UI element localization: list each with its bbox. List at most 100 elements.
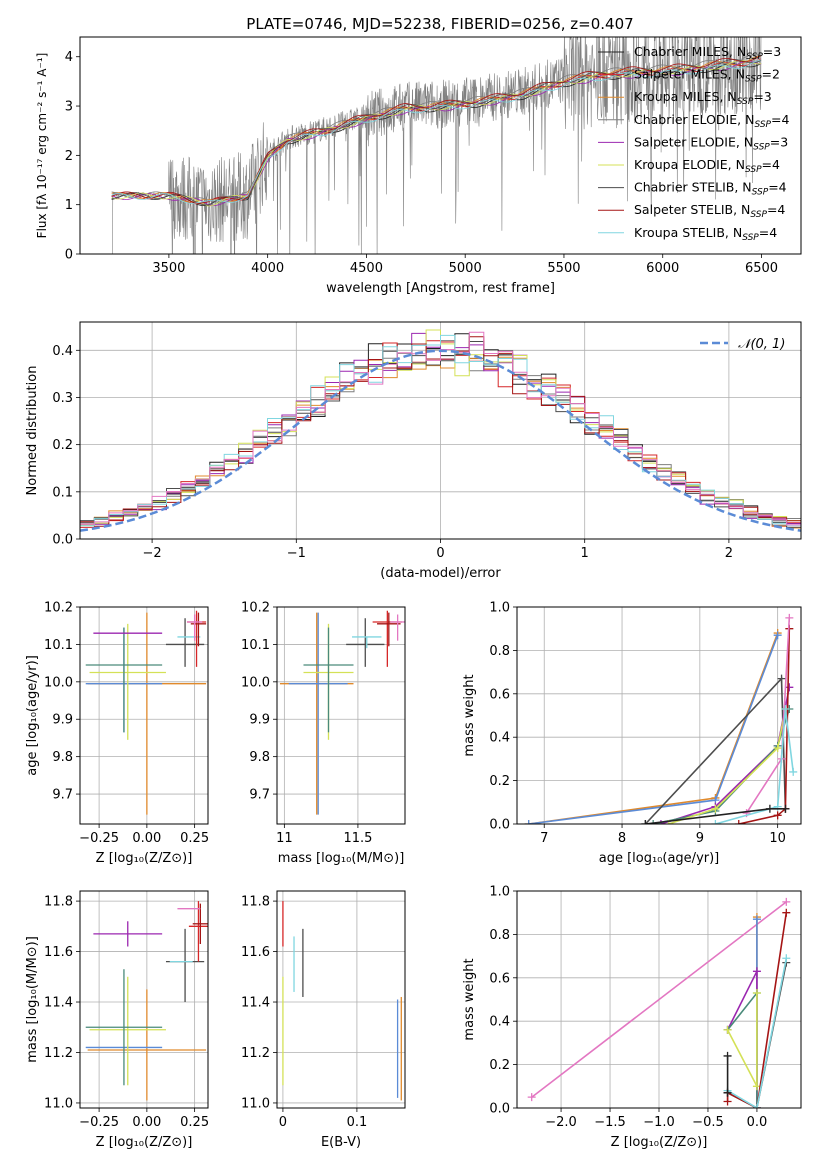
y-axis-label: mass [log₁₀(M/M⊙)] (25, 936, 40, 1063)
figure-title: PLATE=0746, MJD=52238, FIBERID=0256, z=0… (246, 15, 633, 33)
x-tick-label: 8 (618, 831, 626, 846)
x-tick-label: 0.00 (132, 1115, 161, 1130)
y-tick-label: 9.9 (249, 713, 270, 728)
legend-label: Chabrier STELIB, NSSP=4 (634, 180, 787, 198)
x-tick-label: 0.1 (347, 1115, 368, 1130)
y-tick-label: 11.2 (241, 1046, 270, 1061)
model-line-0 (111, 63, 762, 206)
errorbar-point (89, 976, 166, 1086)
errorbar-point (190, 612, 207, 647)
y-tick-label: 11.0 (44, 1096, 73, 1111)
y-tick-label: 1.0 (489, 885, 510, 900)
x-tick-label: 7 (540, 831, 548, 846)
y-tick-label: 10.2 (241, 601, 270, 616)
series-line-7 (726, 912, 788, 1108)
axes-mass_vs_Z: −0.25 0.00 0.25 11.0 11.2 11.4 11.6 11.8 Z [log₁… (25, 890, 209, 1150)
series-marker (524, 820, 533, 824)
x-axis-label: wavelength [Angstrom, rest frame] (326, 281, 555, 296)
residual-legend: 𝒩(0, 1) (700, 337, 785, 352)
axes-age_vs_mass: 11 11.5 9.7 9.8 9.9 10.0 10.1 10.2 mass [log₁₀(M… (241, 601, 406, 866)
y-tick-label: 0.8 (489, 928, 510, 943)
axes-frame (516, 890, 802, 1109)
x-axis-label: Z [log₁₀(Z/Z⊙)] (96, 1135, 193, 1150)
legend-label: Kroupa MILES, NSSP=3 (634, 89, 772, 107)
x-tick-label: 11.5 (343, 831, 372, 846)
x-tick-label: −0.5 (692, 1115, 724, 1130)
legend-label: Salpeter MILES, NSSP=2 (634, 67, 780, 85)
y-axis-label: Flux [fλ 10⁻¹⁷ erg cm⁻² s⁻¹ A⁻¹] (35, 53, 49, 239)
x-tick-label: −1.5 (594, 1115, 626, 1130)
axes-age_vs_Z: −0.25 0.00 0.25 9.7 9.8 9.9 10.0 10.1 10.2 Z [log… (25, 601, 209, 867)
series-marker (782, 908, 791, 917)
series-marker (752, 967, 761, 976)
legend-label: Salpeter ELODIE, NSSP=3 (634, 134, 788, 152)
x-tick-label: 1 (581, 546, 589, 561)
series-marker (785, 613, 794, 622)
x-tick-label: −2.0 (545, 1115, 577, 1130)
series-marker (649, 820, 658, 824)
x-tick-label: 2 (725, 546, 733, 561)
residual-histogram-8 (80, 334, 801, 527)
x-axis-label: Z [log₁₀(Z/Z⊙)] (96, 851, 193, 866)
x-tick-label: 4000 (251, 261, 284, 276)
errorbar-point (303, 627, 354, 733)
x-axis-label: E(B-V) (321, 1135, 361, 1150)
y-tick-label: 11.2 (44, 1046, 73, 1061)
y-tick-label: 0.8 (489, 644, 510, 659)
errorbar-point (89, 623, 166, 740)
y-tick-label: 10.2 (44, 601, 73, 616)
model-line-7 (111, 55, 762, 204)
x-tick-label: 6000 (646, 261, 679, 276)
axes-frame (79, 606, 209, 825)
axes-frame (79, 36, 802, 255)
x-tick-label: 0.00 (132, 831, 161, 846)
y-tick-label: 0.4 (489, 1015, 510, 1030)
series-marker (527, 1093, 536, 1102)
axes-residuals: −2 −1 0 1 2 0.0 0.1 0.2 0.3 0.4 (data-model)/error… (25, 321, 802, 581)
x-tick-label: 5000 (449, 261, 482, 276)
spectrum-plot-area (109, 37, 762, 254)
errorbar-point (186, 614, 203, 641)
model-line-3 (111, 54, 762, 203)
series-marker (789, 767, 798, 776)
y-tick-label: 10.0 (241, 675, 270, 690)
y-tick-label: 10.0 (44, 675, 73, 690)
x-tick-label: −2 (143, 546, 162, 561)
series-marker (765, 804, 774, 813)
series-line-8 (715, 708, 794, 824)
x-tick-label: −1.0 (643, 1115, 675, 1130)
x-tick-label: 9 (696, 831, 704, 846)
y-tick-label: 0.4 (52, 344, 73, 359)
y-tick-label: 1 (65, 198, 73, 213)
y-tick-label: 0.0 (489, 818, 510, 833)
y-tick-label: 11.6 (241, 945, 270, 960)
y-tick-label: 1.0 (489, 601, 510, 616)
x-tick-label: 0.0 (747, 1115, 768, 1130)
series-marker (711, 820, 720, 824)
y-tick-label: 2 (65, 149, 73, 164)
massweight_vs_age-plot-area (524, 613, 798, 824)
axes-massweight_vs_Z: −2.0 −1.5 −1.0 −0.5 0.0 0.0 0.2 0.4 0.6 0.8 1.0 Z [… (462, 885, 802, 1150)
legend-label: 𝒩(0, 1) (738, 337, 785, 352)
mass_vs_Z-plot-area (85, 901, 208, 1101)
x-tick-label: 0.25 (180, 1115, 209, 1130)
x-tick-label: 0.25 (180, 831, 209, 846)
x-tick-label: 5500 (547, 261, 580, 276)
y-tick-label: 11.6 (44, 945, 73, 960)
x-tick-label: 0 (436, 546, 444, 561)
x-tick-label: 0 (279, 1115, 287, 1130)
age_vs_mass-plot-area (279, 610, 405, 815)
y-tick-label: 11.4 (44, 996, 73, 1011)
legend-label: Chabrier ELODIE, NSSP=4 (634, 112, 789, 130)
axes-spectrum: 3500 4000 4500 5000 5500 6000 6500 0 1 2 3 4 wavelen… (35, 36, 802, 296)
x-tick-label: −1 (287, 546, 306, 561)
y-tick-label: 4 (65, 50, 73, 65)
errorbar-point (352, 636, 382, 649)
residual-histogram-9 (80, 331, 801, 526)
plots-layer: 3500 4000 4500 5000 5500 6000 6500 0 1 2 3 4 wavelen… (25, 36, 802, 1150)
series-marker (723, 1097, 732, 1106)
massweight_vs_Z-plot-area (527, 897, 791, 1108)
series-line-5 (668, 708, 787, 824)
y-tick-label: 0.0 (52, 533, 73, 548)
